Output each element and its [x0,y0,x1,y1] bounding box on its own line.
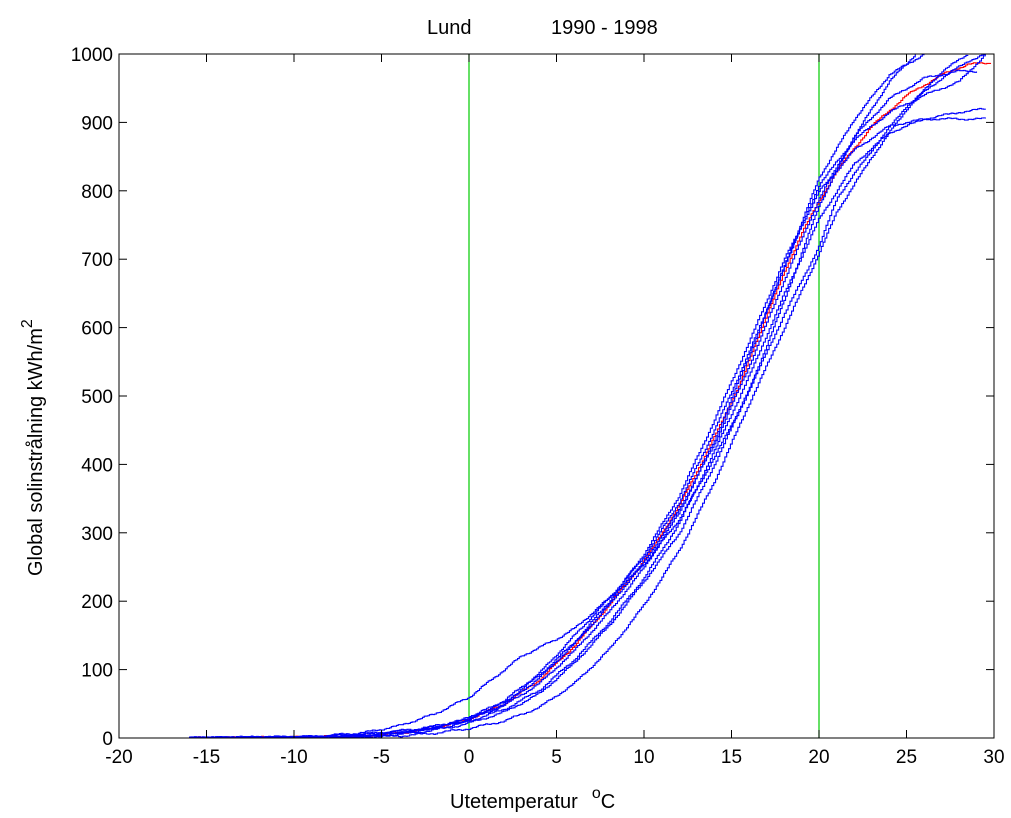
x-axis-label: Utetemperatur oC [450,785,615,813]
y-tick-label-10: 1000 [71,45,113,66]
series-line-3 [189,53,986,739]
series-line-6 [189,54,969,739]
x-tick-label-6: 10 [633,747,654,768]
plot-frame [118,53,995,739]
series-line-0 [189,62,992,739]
chart-title-period: 1990 - 1998 [551,17,658,39]
x-tick-label-5: 5 [551,747,562,768]
series-line-4 [189,117,986,739]
y-tick-label-6: 600 [81,319,113,340]
y-tick-label-5: 500 [81,387,113,408]
plot-area [189,53,992,739]
y-tick-label-9: 900 [81,113,113,134]
chart-text: Lund 1990 - 1998 Utetemperatur oC Global … [19,17,658,813]
x-axis-label-superscript: o [592,785,601,802]
y-tick-label-7: 700 [81,250,113,271]
y-tick-label-8: 800 [81,182,113,203]
series-line-8 [189,54,986,739]
x-tick-label-7: 15 [721,747,742,768]
x-tick-label-3: -5 [373,747,390,768]
x-tick-label-8: 20 [808,747,829,768]
y-tick-label-3: 300 [81,524,113,545]
x-tick-label-0: -20 [105,747,132,768]
y-tick-label-4: 400 [81,455,113,476]
y-axis-label-main: Global solinstrålning kWh/m [25,328,47,576]
x-tick-label-10: 30 [983,747,1004,768]
x-axis-label-unit: C [601,791,615,813]
y-axis-label-superscript: 2 [19,319,36,328]
y-tick-label-1: 100 [81,661,113,682]
x-tick-label-9: 25 [896,747,917,768]
series-line-1 [189,54,916,739]
x-tick-label-1: -15 [193,747,220,768]
y-tick-label-2: 200 [81,592,113,613]
x-tick-label-4: 0 [464,747,475,768]
chart-title-location: Lund [427,17,472,39]
series-line-2 [189,54,925,739]
y-axis-label: Global solinstrålning kWh/m2 [19,319,47,576]
y-tick-label-0: 0 [102,729,113,750]
x-axis-label-main: Utetemperatur [450,791,578,813]
series-line-5 [189,107,986,739]
axes: -20 -15 -10 -5 0 5 10 15 20 25 3001002003004005006… [71,45,1005,768]
x-tick-label-2: -10 [280,747,307,768]
